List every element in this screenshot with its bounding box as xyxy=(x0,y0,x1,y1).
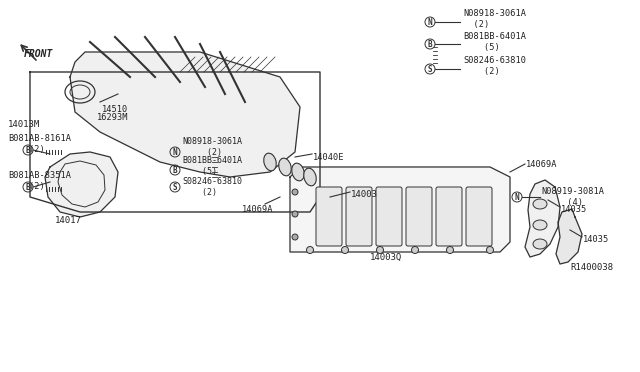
Circle shape xyxy=(447,247,454,253)
Circle shape xyxy=(486,247,493,253)
Ellipse shape xyxy=(264,153,276,171)
Ellipse shape xyxy=(304,168,316,186)
Text: 16293M: 16293M xyxy=(97,112,129,122)
Text: B081AB-8161A
    (2): B081AB-8161A (2) xyxy=(8,134,71,154)
Text: 14035: 14035 xyxy=(583,234,609,244)
Text: N08918-3061A
     (2): N08918-3061A (2) xyxy=(182,137,242,157)
FancyBboxPatch shape xyxy=(316,187,342,246)
Circle shape xyxy=(307,247,314,253)
Circle shape xyxy=(412,247,419,253)
FancyBboxPatch shape xyxy=(346,187,372,246)
Text: 14069A: 14069A xyxy=(242,205,273,214)
Ellipse shape xyxy=(533,199,547,209)
Text: N: N xyxy=(173,148,177,157)
FancyBboxPatch shape xyxy=(436,187,462,246)
Circle shape xyxy=(292,211,298,217)
Text: N08918-3061A
  (2): N08918-3061A (2) xyxy=(463,9,526,29)
Circle shape xyxy=(376,247,383,253)
Text: B: B xyxy=(173,166,177,174)
Text: 14003Q: 14003Q xyxy=(370,253,403,262)
Ellipse shape xyxy=(533,220,547,230)
Polygon shape xyxy=(525,180,560,257)
Text: 14069A: 14069A xyxy=(526,160,557,169)
Text: S: S xyxy=(428,64,432,74)
Text: B: B xyxy=(26,183,30,192)
Polygon shape xyxy=(70,52,300,177)
Text: 14003: 14003 xyxy=(351,189,378,199)
FancyBboxPatch shape xyxy=(406,187,432,246)
Ellipse shape xyxy=(279,158,291,176)
Text: B081BB-6401A
    (5): B081BB-6401A (5) xyxy=(463,32,526,52)
Text: FRONT: FRONT xyxy=(24,49,53,59)
Text: B081AB-8351A
    (2): B081AB-8351A (2) xyxy=(8,171,71,191)
Text: N: N xyxy=(428,17,432,26)
Text: S: S xyxy=(173,183,177,192)
Text: R1400038: R1400038 xyxy=(570,263,613,272)
Text: B: B xyxy=(26,145,30,154)
Text: N08919-3081A
     (4): N08919-3081A (4) xyxy=(541,187,604,207)
Text: 14017: 14017 xyxy=(54,215,81,224)
Polygon shape xyxy=(45,152,118,217)
FancyBboxPatch shape xyxy=(466,187,492,246)
Polygon shape xyxy=(290,167,510,252)
Text: S08246-63810
    (2): S08246-63810 (2) xyxy=(182,177,242,197)
Text: S08246-63810
    (2): S08246-63810 (2) xyxy=(463,56,526,76)
Text: N: N xyxy=(515,192,519,202)
Text: 14040E: 14040E xyxy=(313,153,344,161)
Text: B: B xyxy=(428,39,432,48)
Text: 14510: 14510 xyxy=(102,105,128,113)
Circle shape xyxy=(292,234,298,240)
Polygon shape xyxy=(556,209,582,264)
Ellipse shape xyxy=(292,163,304,181)
FancyBboxPatch shape xyxy=(376,187,402,246)
Circle shape xyxy=(342,247,349,253)
Text: B081BB-6401A
    (5): B081BB-6401A (5) xyxy=(182,156,242,176)
Text: 14013M: 14013M xyxy=(8,119,40,128)
Text: 14035: 14035 xyxy=(561,205,588,214)
Ellipse shape xyxy=(533,239,547,249)
Circle shape xyxy=(292,189,298,195)
